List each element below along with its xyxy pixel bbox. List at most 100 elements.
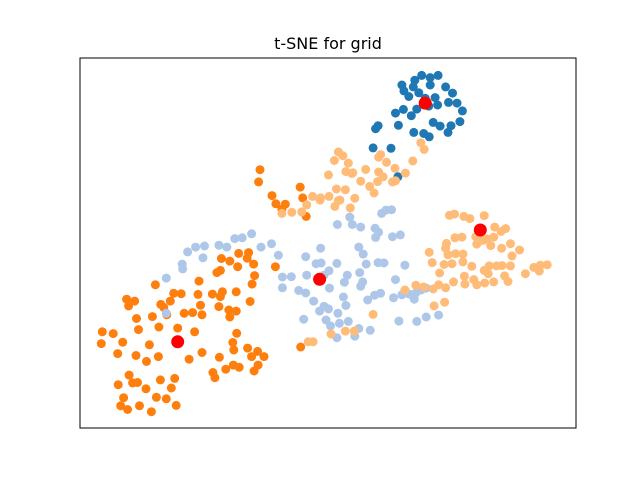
data-point — [341, 301, 351, 310]
data-point — [395, 230, 405, 240]
data-point — [340, 326, 350, 336]
data-point — [391, 275, 400, 285]
data-point — [221, 364, 231, 374]
data-point — [324, 170, 333, 180]
data-point — [156, 299, 166, 309]
data-point — [330, 201, 340, 211]
data-point — [409, 127, 419, 137]
data-point — [444, 97, 453, 107]
data-point — [397, 80, 407, 90]
data-point — [225, 256, 235, 266]
data-point — [452, 98, 462, 108]
data-point — [247, 229, 257, 239]
data-point — [440, 297, 450, 307]
data-point — [435, 121, 445, 131]
data-point — [267, 191, 277, 201]
data-point — [326, 329, 336, 339]
data-point — [356, 176, 366, 186]
data-point — [443, 127, 453, 137]
data-point — [388, 177, 397, 187]
data-point — [496, 227, 506, 236]
data-point — [515, 245, 524, 255]
data-point — [316, 258, 326, 268]
data-point — [343, 316, 353, 326]
data-point — [339, 277, 349, 287]
data-point — [170, 373, 180, 383]
data-point — [253, 346, 263, 356]
data-point — [273, 250, 283, 260]
data-point — [259, 352, 269, 362]
data-point — [342, 270, 352, 280]
data-point — [408, 82, 418, 92]
data-point — [237, 233, 247, 243]
data-point — [234, 362, 244, 372]
data-point — [376, 288, 386, 298]
data-point — [315, 195, 325, 205]
data-point — [303, 337, 313, 347]
data-point — [486, 241, 496, 251]
data-point — [441, 283, 451, 293]
data-point — [234, 248, 244, 258]
data-point — [490, 222, 500, 232]
data-point — [421, 312, 431, 322]
data-point — [441, 82, 451, 92]
data-point — [361, 164, 371, 174]
data-point — [382, 157, 391, 167]
data-point — [183, 247, 193, 257]
data-point — [118, 337, 128, 347]
data-point — [122, 294, 132, 304]
data-point — [225, 312, 235, 322]
plot-frame — [79, 57, 577, 429]
data-point — [520, 269, 530, 279]
data-point — [460, 279, 470, 289]
data-point — [124, 370, 134, 380]
data-point — [507, 251, 517, 261]
points-layer — [96, 70, 552, 417]
data-point — [506, 239, 515, 249]
centroid-point — [313, 272, 327, 286]
data-point — [299, 314, 309, 324]
data-point — [451, 249, 460, 259]
data-point — [141, 384, 151, 394]
data-point — [356, 222, 366, 232]
data-point — [207, 289, 217, 299]
data-point — [361, 259, 371, 269]
data-point — [301, 288, 311, 298]
data-point — [465, 214, 475, 224]
data-point — [243, 343, 253, 353]
data-point — [373, 177, 383, 187]
data-point — [151, 392, 161, 402]
data-point — [389, 293, 398, 303]
data-point — [214, 240, 224, 250]
data-point — [355, 268, 365, 278]
data-point — [365, 181, 375, 191]
data-point — [400, 285, 410, 295]
data-point — [229, 345, 239, 355]
data-point — [472, 280, 482, 290]
data-point — [450, 233, 460, 243]
data-point — [458, 249, 468, 259]
data-point — [492, 261, 502, 271]
data-point — [230, 234, 240, 244]
data-point — [347, 220, 357, 229]
data-point — [369, 188, 379, 198]
data-point — [249, 259, 259, 269]
data-point — [316, 243, 326, 253]
data-point — [332, 220, 342, 229]
data-point — [169, 288, 179, 298]
data-point — [123, 405, 133, 414]
data-point — [429, 301, 439, 311]
data-point — [144, 340, 154, 350]
data-point — [161, 394, 171, 404]
data-point — [408, 156, 418, 166]
data-point — [419, 282, 429, 292]
data-point — [390, 163, 400, 173]
data-point — [194, 276, 204, 286]
data-point — [435, 268, 445, 278]
data-point — [210, 373, 220, 383]
data-point — [428, 117, 438, 127]
data-point — [430, 93, 440, 103]
data-point — [116, 401, 126, 411]
data-point — [480, 278, 490, 288]
data-point — [489, 277, 499, 287]
